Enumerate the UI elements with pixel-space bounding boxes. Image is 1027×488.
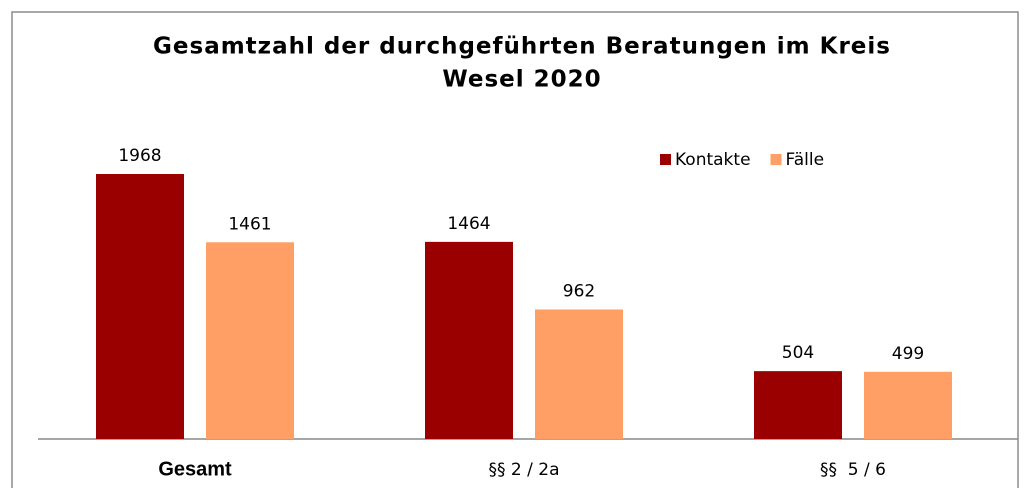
data-label: 962 (563, 281, 595, 301)
legend-swatch (770, 154, 782, 165)
legend-label: Fälle (786, 150, 825, 170)
bar (425, 241, 513, 439)
chart-title: Wesel 2020 (442, 67, 601, 93)
legend-label: Kontakte (675, 150, 751, 170)
data-label: 499 (892, 344, 924, 364)
bar (96, 174, 184, 439)
x-tick-label: Gesamt (158, 458, 232, 480)
data-label: 1461 (228, 214, 271, 234)
data-label: 1464 (447, 214, 490, 234)
x-tick-label: §§ 5 / 6 (820, 460, 886, 480)
bar (535, 309, 623, 439)
x-tick-label: §§ 2 / 2a (489, 460, 560, 480)
bar (864, 371, 952, 439)
bar (754, 371, 842, 439)
legend-swatch (660, 154, 671, 165)
data-label: 504 (782, 343, 814, 363)
data-label: 1968 (118, 146, 161, 166)
chart-title: Gesamtzahl der durchgeführten Beratungen… (153, 34, 891, 60)
bar (206, 242, 294, 439)
